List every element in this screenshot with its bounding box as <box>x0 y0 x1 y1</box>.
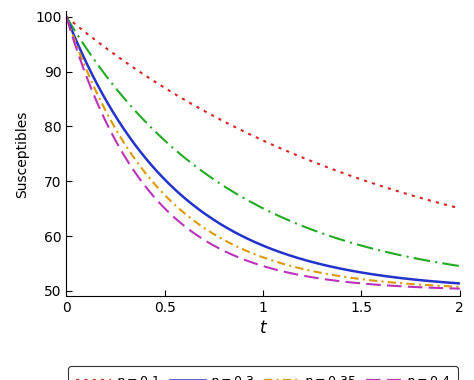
Y-axis label: Susceptibles: Susceptibles <box>16 110 29 198</box>
X-axis label: t: t <box>260 320 266 337</box>
Legend: $p=0.1$, $p=0.2$, $p=0.3$, $p=0.35$, $p=0.4$: $p=0.1$, $p=0.2$, $p=0.3$, $p=0.35$, $p=… <box>68 366 458 380</box>
